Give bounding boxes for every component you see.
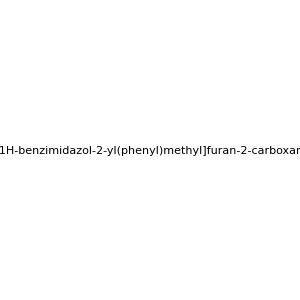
Text: N-[1H-benzimidazol-2-yl(phenyl)methyl]furan-2-carboxamide: N-[1H-benzimidazol-2-yl(phenyl)methyl]fu… xyxy=(0,146,300,157)
